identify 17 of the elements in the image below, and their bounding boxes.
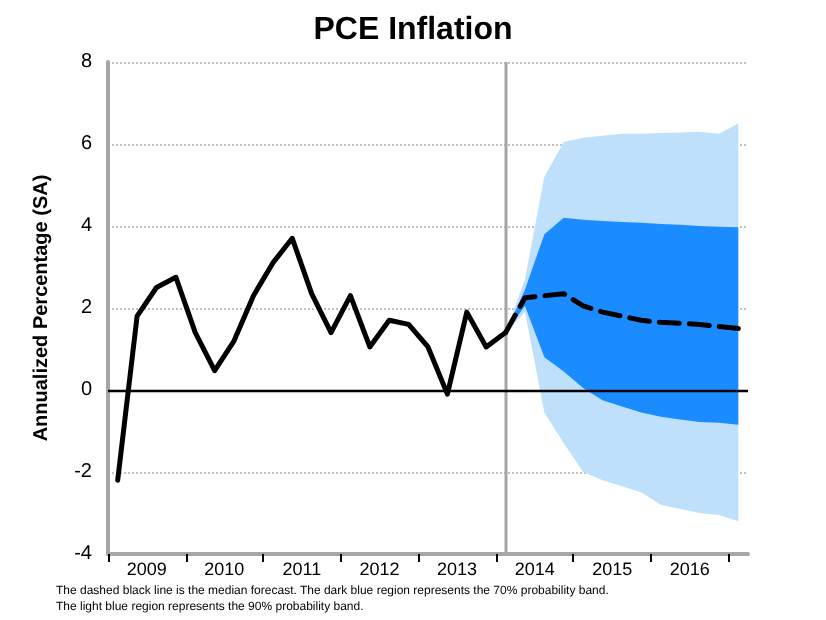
x-tick-label: 2014 [514,559,555,579]
x-tick-label: 2015 [592,559,633,579]
y-tick-label: 2 [80,297,93,319]
x-tick-label: 2010 [204,559,245,579]
x-tick-label: 2011 [282,559,322,579]
x-tick-label: 2016 [669,559,710,579]
x-tick-label: 2013 [437,559,478,579]
y-axis-title: Annualized Percentage (SA) [31,174,53,442]
chart-title: PCE Inflation [313,13,513,47]
y-tick-label: 6 [80,133,93,155]
y-tick-label: -2 [74,461,93,483]
y-tick-label: -4 [74,543,93,565]
x-tick-label: 2012 [359,559,400,579]
x-tick-label: 2009 [126,559,167,579]
y-tick-label: 4 [80,215,93,237]
y-tick-label: 0 [80,379,93,401]
y-tick-label: 8 [80,51,93,73]
